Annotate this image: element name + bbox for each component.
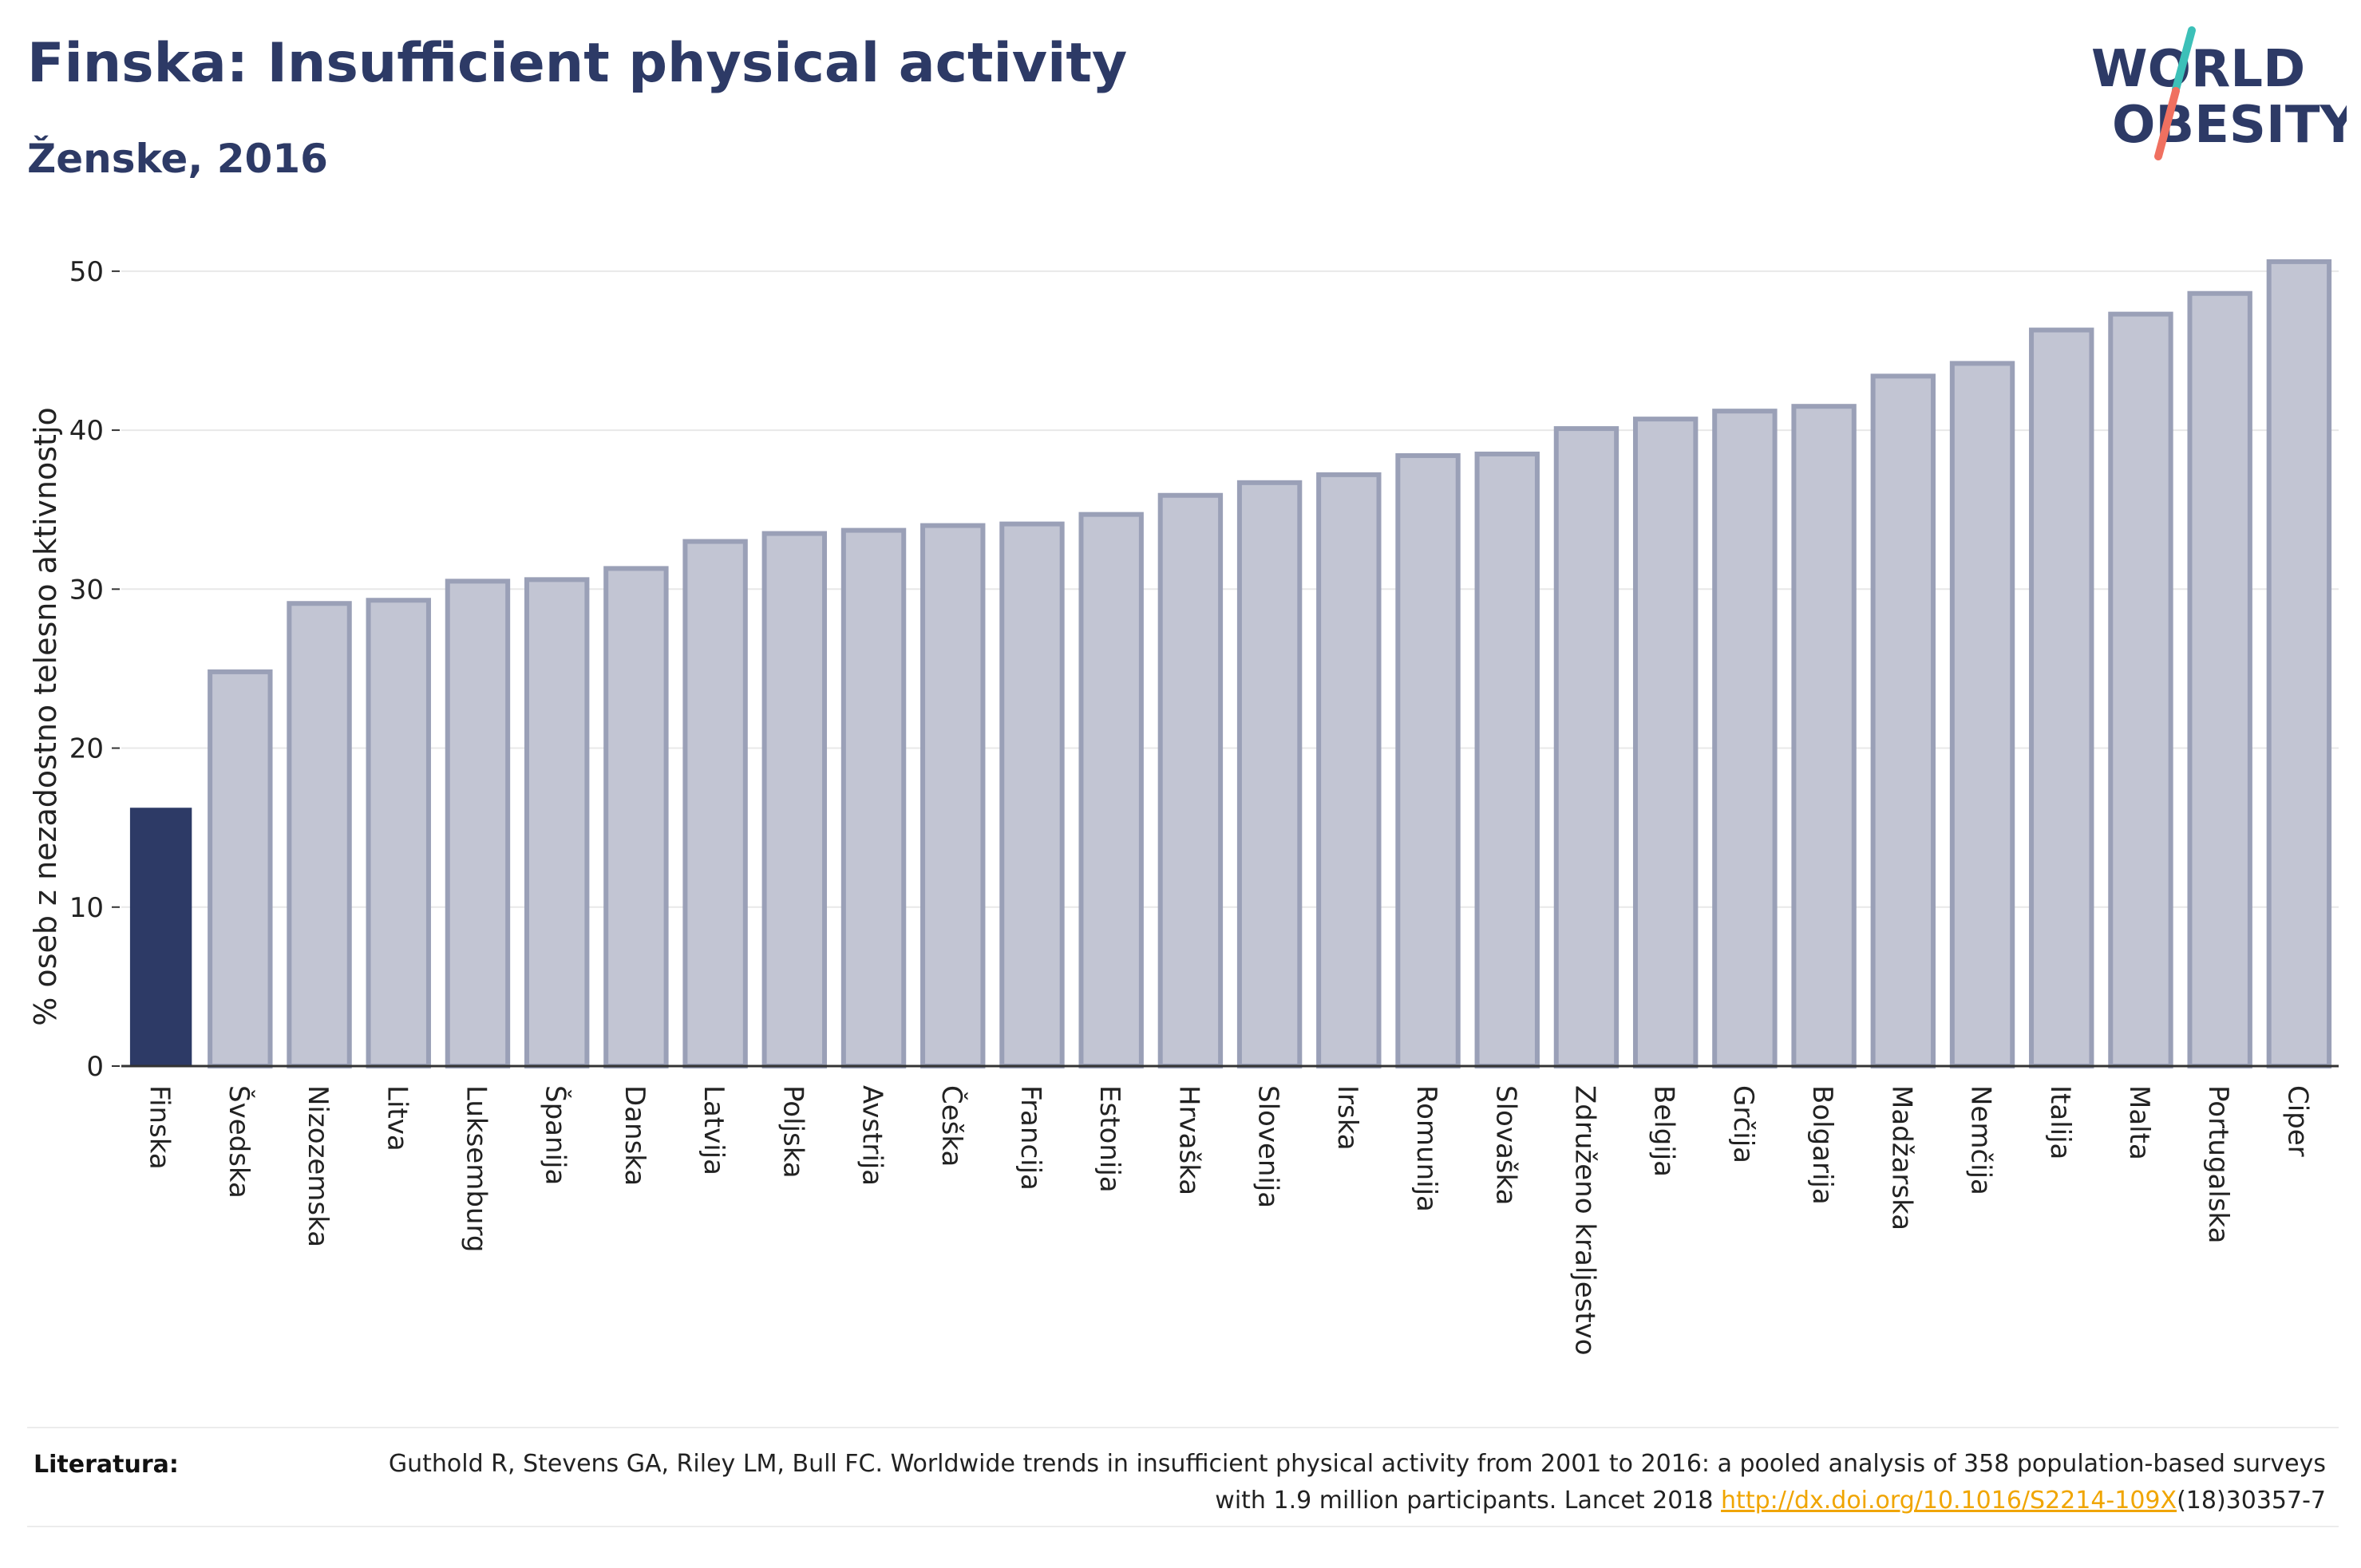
bar-25 [2108, 311, 2173, 1068]
bar-16 [1395, 452, 1461, 1068]
bar-21 [1791, 404, 1857, 1068]
logo-slash-teal [2172, 26, 2196, 93]
bar-15 [1316, 472, 1382, 1068]
bar-1 [208, 669, 273, 1069]
bar-10 [920, 523, 986, 1068]
y-axis-label: % oseb z nezadostno telesno aktivnostjo [28, 407, 63, 1026]
world-obesity-logo: WORLD OBESITY [2091, 26, 2347, 160]
x-tick-label: Bolgarija [1806, 1085, 1838, 1205]
y-tick-label: 50 [69, 256, 104, 288]
bar-14 [1236, 480, 1303, 1068]
y-tick-label: 20 [69, 733, 104, 765]
x-tick-label: Nizozemska [302, 1085, 334, 1247]
x-tick-label: Ciper [2281, 1085, 2313, 1157]
y-tick-label: 40 [69, 415, 104, 447]
x-tick-label: Belgija [1648, 1085, 1680, 1177]
x-tick-label: Luksemburg [460, 1085, 492, 1252]
bar-26 [2187, 290, 2252, 1068]
chart-title: Finska: Insufficient physical activity [27, 32, 1128, 95]
bar-27 [2266, 259, 2332, 1068]
bar-13 [1157, 492, 1224, 1068]
y-tick-label: 10 [69, 892, 104, 924]
x-tick-label: Finska [144, 1085, 176, 1170]
x-tick-label: Romunija [1410, 1085, 1442, 1212]
x-tick-label: Združeno kraljestvo [1568, 1085, 1600, 1356]
bar-23 [1949, 361, 2015, 1068]
bar-0 [129, 808, 192, 1067]
x-tick-label: Latvija [698, 1085, 730, 1175]
x-tick-label: Danska [619, 1085, 651, 1186]
x-tick-label: Portugalska [2202, 1085, 2234, 1243]
bar-7 [682, 539, 748, 1068]
x-tick-label: Italija [2044, 1085, 2076, 1159]
bar-19 [1632, 417, 1699, 1068]
y-tick-label: 0 [86, 1051, 104, 1083]
logo-slash-coral [2154, 87, 2180, 160]
x-tick-label: Estonija [1093, 1085, 1125, 1193]
bar-8 [761, 531, 828, 1068]
bar-9 [840, 527, 907, 1068]
x-tick-label: Slovaška [1489, 1085, 1521, 1205]
x-tick-label: Češka [935, 1085, 968, 1167]
footer-divider-top [27, 1427, 2339, 1428]
x-tick-label: Španija [540, 1085, 572, 1185]
references-doi-link[interactable]: http://dx.doi.org/10.1016/S2214-109X [1721, 1487, 2177, 1515]
references-text: Guthold R, Stevens GA, Riley LM, Bull FC… [330, 1446, 2326, 1519]
bar-11 [999, 521, 1065, 1068]
logo-text-obesity: OBESITY [2112, 96, 2347, 155]
x-tick-label: Malta [2123, 1085, 2155, 1160]
bar-3 [366, 598, 431, 1068]
bar-4 [445, 579, 511, 1068]
x-tick-label: Hrvaška [1173, 1085, 1204, 1195]
x-tick-label: Švedska [223, 1085, 255, 1199]
bar-20 [1712, 409, 1778, 1068]
footer-divider-bottom [27, 1526, 2339, 1527]
x-tick-label: Francija [1014, 1085, 1046, 1191]
bar-6 [603, 566, 669, 1068]
logo-text-world: WORLD [2091, 40, 2305, 99]
references-citation: Guthold R, Stevens GA, Riley LM, Bull FC… [388, 1450, 2326, 1515]
x-tick-label: Avstrija [856, 1085, 888, 1186]
x-tick-label: Madžarska [1885, 1085, 1917, 1230]
x-tick-label: Nemčija [1965, 1085, 1997, 1195]
x-tick-label: Grčija [1727, 1085, 1759, 1163]
x-tick-label: Poljska [777, 1085, 809, 1179]
bar-22 [1870, 373, 1936, 1069]
bar-18 [1553, 426, 1619, 1068]
bar-24 [2029, 327, 2094, 1068]
y-tick-label: 30 [69, 574, 104, 606]
references-label: Literatura: [34, 1451, 179, 1479]
x-tick-label: Litva [381, 1085, 413, 1151]
chart-subtitle: Ženske, 2016 [27, 136, 328, 182]
bar-5 [524, 577, 590, 1068]
x-tick-label: Irska [1331, 1085, 1363, 1151]
bar-17 [1474, 451, 1540, 1068]
bar-2 [287, 601, 352, 1068]
references-citation-suffix: (18)30357-7 [2177, 1487, 2326, 1515]
x-tick-label: Slovenija [1252, 1085, 1284, 1208]
bar-12 [1078, 511, 1144, 1068]
